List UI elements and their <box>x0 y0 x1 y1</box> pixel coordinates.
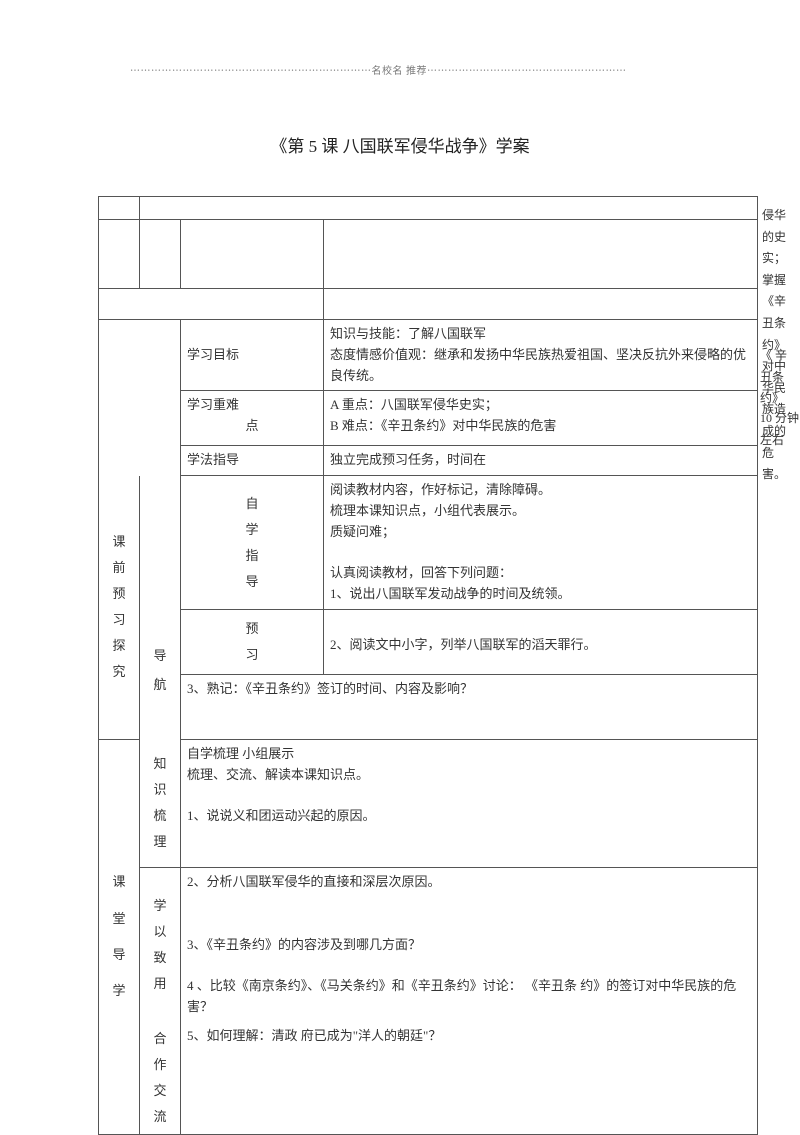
diff-label-1: 学习重难 <box>187 395 317 416</box>
apply-l2: 3、《辛丑条约》的内容涉及到哪几方面？ <box>187 935 751 956</box>
cell-blank <box>324 289 758 320</box>
self-study-content: 阅读教材内容，作好标记，清除障碍。 梳理本课知识点，小组代表展示。 质疑问难； … <box>324 476 758 610</box>
cell-blank <box>99 197 140 220</box>
apply-l1: 2、分析八国联军侵华的直接和深层次原因。 <box>187 872 751 893</box>
diff-label-2: 点 <box>187 416 317 437</box>
class-section-label: 课堂导学 <box>99 739 140 1134</box>
cell-blank <box>99 220 140 289</box>
self-study-label: 自学指导 <box>181 476 324 610</box>
cell-blank <box>324 220 758 289</box>
pre-l2: 1、说出八国联军发动战争的时间及统领。 <box>330 584 751 605</box>
side-note-2: 《 辛丑条约》 <box>760 345 796 410</box>
method-label: 学法指导 <box>181 446 324 476</box>
knowledge-content: 自学梳理 小组展示 梳理、交流、解读本课知识点。 1、说说义和团运动兴起的原因。 <box>181 739 758 868</box>
self-l1: 阅读教材内容，作好标记，清除障碍。 <box>330 480 751 501</box>
method-content: 独立完成预习任务，时间在 <box>324 446 758 476</box>
coop-label: 合作交流 <box>140 1022 181 1135</box>
document-title: 《第 5 课 八国联军侵华战争》学案 <box>0 132 800 157</box>
cell-blank <box>99 320 181 476</box>
difficulty-label: 学习重难 点 <box>181 391 324 446</box>
pre-section-label: 课前预习探究 <box>99 476 140 740</box>
cell-blank <box>140 220 181 289</box>
cell-blank <box>99 289 324 320</box>
nav-content: 3、熟记：《辛丑条约》签订的时间、内容及影响？ <box>181 674 758 739</box>
goal-line1: 知识与技能：了解八国联军 <box>330 324 751 345</box>
know-l3: 1、说说义和团运动兴起的原因。 <box>187 806 751 827</box>
apply-content: 2、分析八国联军侵华的直接和深层次原因。 3、《辛丑条约》的内容涉及到哪几方面？… <box>181 868 758 1022</box>
lesson-table: 学习目标 知识与技能：了解八国联军 态度情感价值观：继承和发扬中华民族热爱祖国、… <box>98 196 758 1135</box>
preview-content: 2、阅读文中小字，列举八国联军的滔天罪行。 <box>324 609 758 674</box>
coop-l1: 5、如何理解：清政 府已成为"洋人的朝廷"？ <box>187 1026 751 1047</box>
coop-content: 5、如何理解：清政 府已成为"洋人的朝廷"？ <box>181 1022 758 1135</box>
difficulty-content: A 重点：八国联军侵华史实； B 难点：《辛丑条约》对中华民族的危害 <box>324 391 758 446</box>
goal-content: 知识与技能：了解八国联军 态度情感价值观：继承和发扬中华民族热爱祖国、坚决反抗外… <box>324 320 758 391</box>
preview-label: 预习 <box>181 609 324 674</box>
cell-blank <box>140 197 758 220</box>
know-l2: 梳理、交流、解读本课知识点。 <box>187 765 751 786</box>
goal-label: 学习目标 <box>181 320 324 391</box>
diff-b: B 难点：《辛丑条约》对中华民族的危害 <box>330 416 751 437</box>
goal-line2: 态度情感价值观：继承和发扬中华民族热爱祖国、坚决反抗外来侵略的优良传统。 <box>330 345 751 387</box>
self-l2: 梳理本课知识点，小组代表展示。 <box>330 501 751 522</box>
cell-blank <box>181 220 324 289</box>
knowledge-label: 知识梳理 <box>140 739 181 868</box>
page-header: ⋯⋯⋯⋯⋯⋯⋯⋯⋯⋯⋯⋯⋯⋯⋯⋯⋯⋯⋯⋯⋯⋯⋯名校名 推荐⋯⋯⋯⋯⋯⋯⋯⋯⋯⋯⋯… <box>130 62 720 77</box>
pre-l3: 2、阅读文中小字，列举八国联军的滔天罪行。 <box>330 635 751 656</box>
pre-l1: 认真阅读教材，回答下列问题： <box>330 563 751 584</box>
side-note-3: 10 分钟左右 <box>760 408 800 451</box>
diff-a: A 重点：八国联军侵华史实； <box>330 395 751 416</box>
apply-l3: 4 、比较《南京条约》、《马关条约》和《辛丑条约》讨论： 《辛丑条 约》的签订对… <box>187 976 751 1018</box>
nav-l1: 3、熟记：《辛丑条约》签订的时间、内容及影响？ <box>187 679 751 700</box>
apply-label: 学以致用 <box>140 868 181 1022</box>
self-l3: 质疑问难； <box>330 522 751 543</box>
nav-label: 导航 <box>140 476 181 740</box>
know-l1: 自学梳理 小组展示 <box>187 744 751 765</box>
